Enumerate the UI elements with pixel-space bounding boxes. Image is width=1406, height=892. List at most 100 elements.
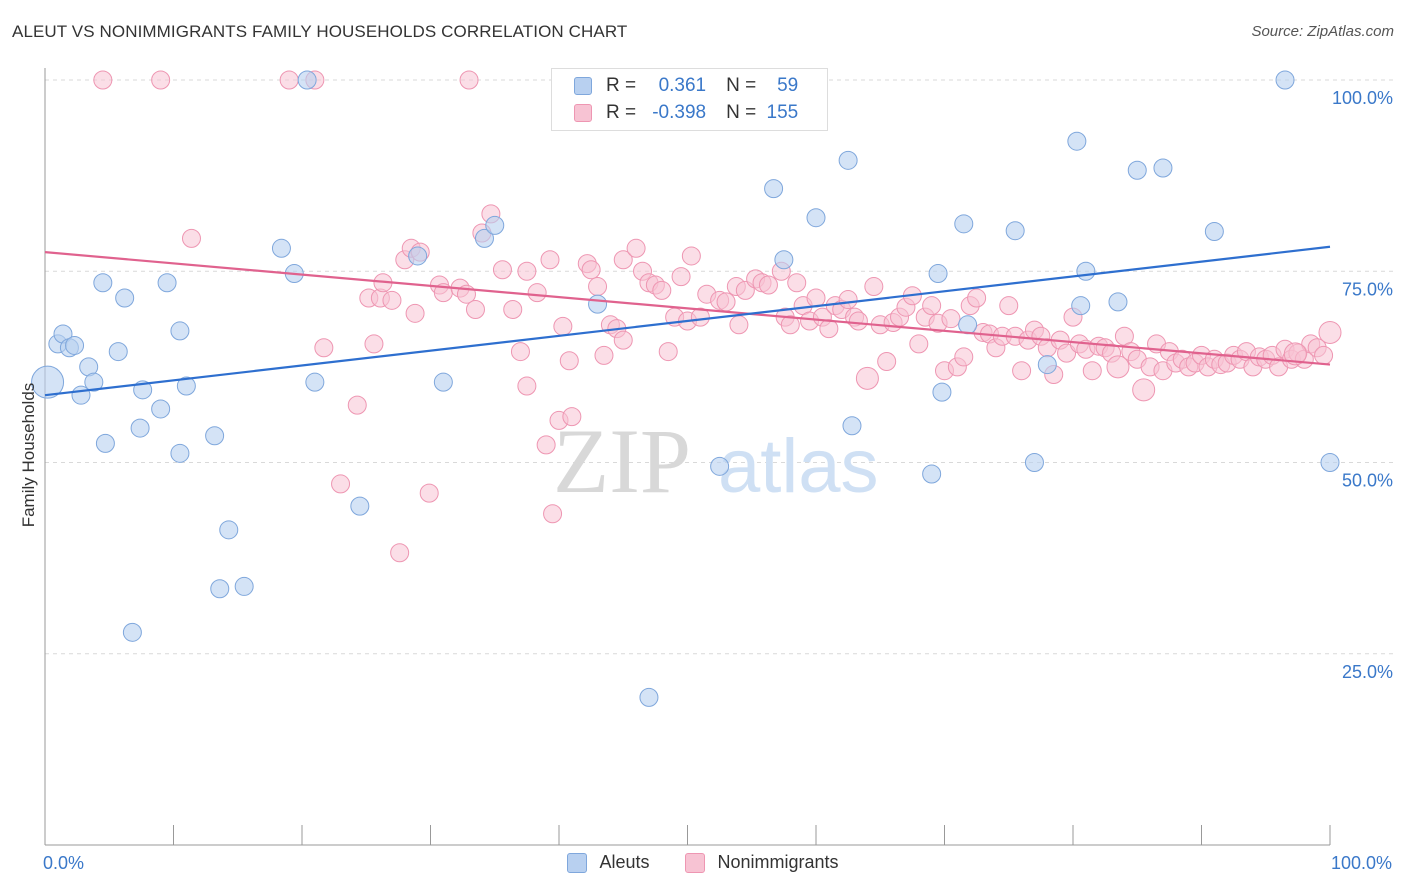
aleuts-point xyxy=(210,579,230,599)
y-tick-label: 100.0% xyxy=(1332,88,1393,108)
aleuts-point xyxy=(1320,453,1340,472)
legend-item-aleuts[interactable]: Aleuts xyxy=(567,852,649,873)
axes xyxy=(44,68,1331,846)
aleuts-point xyxy=(93,273,113,293)
aleuts-point xyxy=(485,215,505,235)
aleuts-point xyxy=(95,433,115,453)
aleuts-point xyxy=(1127,160,1147,180)
nonimmigrants-point xyxy=(877,352,897,372)
aleuts-point xyxy=(932,382,952,402)
nonimmigrants-point xyxy=(527,283,547,303)
y-tick-label: 25.0% xyxy=(1342,662,1393,682)
aleuts-point xyxy=(234,576,254,596)
nonimmigrants-point xyxy=(681,246,701,266)
nonimmigrants-point xyxy=(613,330,633,350)
nonimmigrants-point xyxy=(909,334,929,354)
nonimmigrants-point xyxy=(347,395,367,415)
nonimmigrants-point xyxy=(540,250,560,270)
nonimmigrants-point xyxy=(780,315,800,335)
nonimmigrants-point xyxy=(492,260,512,280)
nonimmigrants-point xyxy=(151,70,171,90)
nonimmigrants-trend-line xyxy=(44,251,1331,366)
nonimmigrants-point xyxy=(999,296,1019,316)
correlation-legend: R = 0.361 N = 59 R = -0.398 N = 155 xyxy=(551,68,828,131)
nonimmigrants-point xyxy=(1283,342,1307,366)
nonimmigrants-point xyxy=(1132,378,1156,402)
aleuts-point xyxy=(297,70,317,90)
nonimmigrants-swatch xyxy=(574,104,592,122)
aleuts-point xyxy=(31,365,65,399)
nonimmigrants-point xyxy=(588,277,608,297)
legend-row-aleuts: R = 0.361 N = 59 xyxy=(574,75,798,97)
aleuts-r-value: 0.361 xyxy=(658,75,707,96)
nonimmigrants-point xyxy=(405,303,425,323)
nonimmigrants-point xyxy=(1012,361,1032,381)
series-legend: Aleuts Nonimmigrants xyxy=(0,852,1406,873)
nonimmigrants-point xyxy=(626,238,646,258)
aleuts-point xyxy=(130,418,150,438)
aleuts-point xyxy=(115,288,135,308)
aleuts-point xyxy=(408,246,428,266)
aleuts-point xyxy=(639,687,659,707)
y-tick-label: 50.0% xyxy=(1342,471,1393,491)
nonimmigrants-point xyxy=(855,366,879,390)
source-label: Source: ZipAtlas.com xyxy=(1251,23,1394,40)
aleuts-point xyxy=(65,335,85,355)
aleuts-point xyxy=(958,315,978,335)
watermark-zip: ZIP xyxy=(553,410,691,512)
nonimmigrants-point xyxy=(581,260,601,280)
aleuts-point xyxy=(84,372,104,392)
nonimmigrants-point xyxy=(864,277,884,297)
aleuts-point xyxy=(1275,70,1295,90)
nonimmigrants-point xyxy=(536,435,556,455)
nonimmigrants-point xyxy=(390,543,410,563)
aleuts-point xyxy=(305,372,325,392)
aleuts-point xyxy=(271,238,291,258)
nonimmigrants-point xyxy=(838,290,858,310)
nonimmigrants-point xyxy=(1106,355,1130,379)
nonimmigrants-point xyxy=(543,504,563,524)
nonimmigrants-point xyxy=(671,267,691,287)
nonimmigrants-point xyxy=(364,334,384,354)
legend-item-nonimmigrants[interactable]: Nonimmigrants xyxy=(685,852,839,873)
nonimmigrants-point xyxy=(1318,320,1342,344)
aleuts-point xyxy=(1005,221,1025,241)
nonimmigrants-point xyxy=(954,347,974,367)
nonimmigrants-points xyxy=(93,70,1342,563)
aleuts-point xyxy=(1076,261,1096,281)
aleuts-point xyxy=(588,294,608,314)
nonimmigrants-point xyxy=(559,351,579,371)
aleuts-point xyxy=(1067,131,1087,151)
aleuts-n-value: 59 xyxy=(777,75,799,96)
aleuts-legend-label: Aleuts xyxy=(599,852,650,872)
nonimmigrants-point xyxy=(848,311,868,331)
nonimmigrants-point xyxy=(716,292,736,312)
x-tick-label-min: 0.0% xyxy=(43,853,85,873)
aleuts-point xyxy=(838,150,858,170)
chart-title: ALEUT VS NONIMMIGRANTS FAMILY HOUSEHOLDS… xyxy=(12,22,628,41)
aleuts-point xyxy=(151,399,171,419)
nonimmigrants-point xyxy=(517,261,537,281)
nonimmigrants-point xyxy=(1314,345,1334,365)
nonimmigrants-point xyxy=(658,342,678,362)
aleuts-swatch xyxy=(574,77,592,95)
aleuts-point xyxy=(928,264,948,284)
nonimmigrants-legend-label: Nonimmigrants xyxy=(717,852,839,872)
aleuts-point xyxy=(806,208,826,228)
nonimmigrants-point xyxy=(690,307,710,327)
aleuts-point xyxy=(1071,296,1091,316)
nonimmigrants-point xyxy=(181,228,201,248)
nonimmigrants-point xyxy=(758,275,778,295)
nonimmigrants-point xyxy=(922,296,942,316)
nonimmigrants-point xyxy=(613,250,633,270)
aleuts-trend-line xyxy=(44,245,1331,397)
aleuts-point xyxy=(954,214,974,234)
aleuts-point xyxy=(157,273,177,293)
aleuts-point xyxy=(433,372,453,392)
y-tick-label: 75.0% xyxy=(1342,279,1393,299)
nonimmigrants-r-label: R = xyxy=(606,102,637,123)
aleuts-point xyxy=(1024,453,1044,472)
aleuts-point xyxy=(219,520,239,540)
nonimmigrants-point xyxy=(382,290,402,310)
nonimmigrants-point xyxy=(279,70,299,90)
